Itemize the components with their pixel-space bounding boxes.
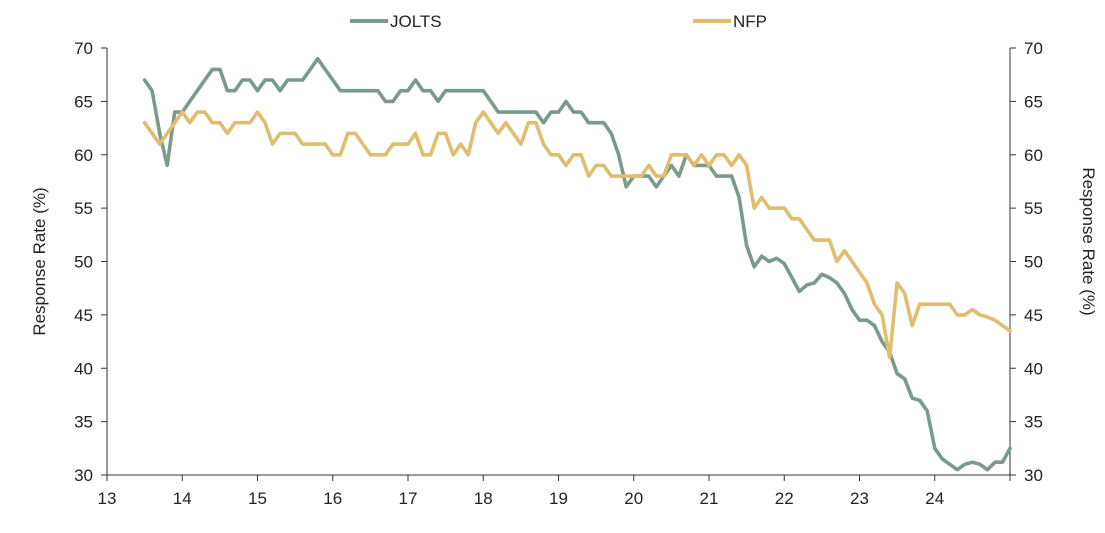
left-y-tick-label: 30 — [74, 466, 93, 485]
series-line-jolts — [142, 56, 1012, 472]
x-tick-label: 17 — [399, 489, 418, 508]
left-y-tick-label: 35 — [74, 413, 93, 432]
x-tick-label: 15 — [248, 489, 267, 508]
right-y-tick-label: 30 — [1024, 466, 1043, 485]
left-y-tick-label: 40 — [74, 359, 93, 378]
x-tick-label: 18 — [474, 489, 493, 508]
left-y-tick-label: 70 — [74, 39, 93, 58]
x-tick-label: 24 — [925, 489, 944, 508]
left-y-tick-label: 50 — [74, 253, 93, 272]
right-y-tick-label: 65 — [1024, 92, 1043, 111]
right-y-tick-label: 40 — [1024, 359, 1043, 378]
right-y-tick-label: 70 — [1024, 39, 1043, 58]
left-y-tick-label: 55 — [74, 199, 93, 218]
ticks-layer: 30 30 35 35 40 40 45 45 50 50 55 55 60 60 65 65 70 70 13 14… — [74, 39, 1043, 508]
legend: JOLTS NFP — [350, 12, 767, 31]
legend-label-nfp: NFP — [733, 12, 767, 31]
x-tick-label: 19 — [549, 489, 568, 508]
right-y-tick-label: 50 — [1024, 253, 1043, 272]
left-y-tick-label: 60 — [74, 146, 93, 165]
right-y-tick-label: 35 — [1024, 413, 1043, 432]
x-tick-label: 14 — [173, 489, 192, 508]
x-tick-label: 13 — [98, 489, 117, 508]
x-tick-label: 21 — [700, 489, 719, 508]
series-line-nfp — [142, 110, 1012, 360]
right-y-tick-label: 45 — [1024, 306, 1043, 325]
series-layer — [142, 56, 1012, 472]
x-tick-label: 22 — [775, 489, 794, 508]
x-tick-label: 16 — [323, 489, 342, 508]
right-y-tick-label: 60 — [1024, 146, 1043, 165]
left-y-tick-label: 65 — [74, 92, 93, 111]
x-tick-label: 20 — [624, 489, 643, 508]
right-axis-title: Response Rate (%) — [1079, 167, 1098, 315]
legend-label-jolts: JOLTS — [390, 12, 442, 31]
x-tick-label: 23 — [850, 489, 869, 508]
left-axis-title: Response Rate (%) — [30, 187, 49, 335]
left-y-tick-label: 45 — [74, 306, 93, 325]
right-y-tick-label: 55 — [1024, 199, 1043, 218]
